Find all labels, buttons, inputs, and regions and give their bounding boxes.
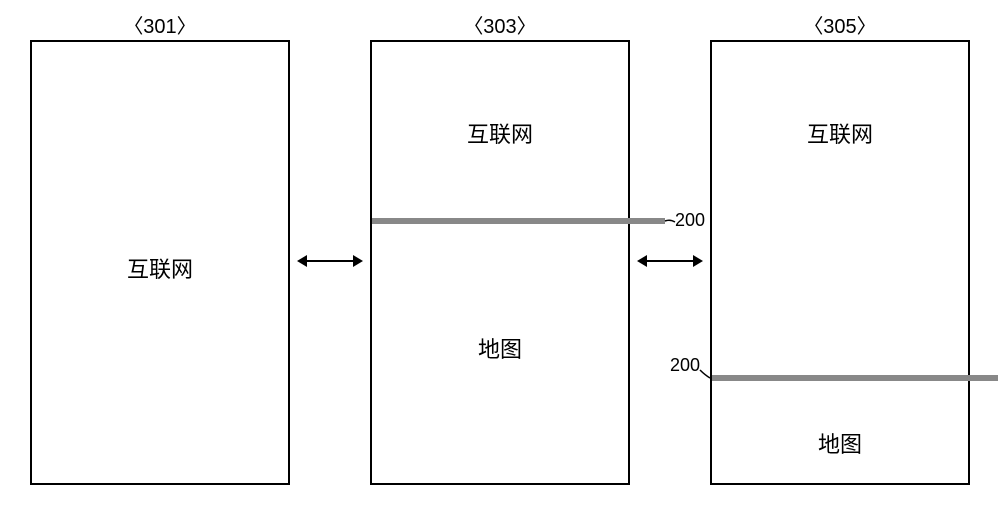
arrow-303-to-305	[645, 260, 695, 262]
panel-301: 互联网	[30, 40, 290, 485]
arrow-301-to-303	[305, 260, 355, 262]
panel-label-305: 〈305〉	[710, 10, 970, 39]
panel-label-301: 〈301〉	[30, 10, 290, 39]
diagram-container: 〈301〉 互联网 〈303〉 互联网 地图 〈305〉 互联网 地图 200 …	[0, 0, 1000, 520]
panel-301-section-internet: 互联网	[32, 252, 288, 284]
panel-label-303: 〈303〉	[370, 10, 630, 39]
panel-305-section-map: 地图	[712, 427, 968, 459]
annotation-200-b: 200	[670, 355, 700, 376]
panel-303-divider	[372, 218, 665, 224]
panel-303-section-map: 地图	[372, 332, 628, 364]
panel-305-section-internet: 互联网	[712, 117, 968, 149]
panel-303-section-internet: 互联网	[372, 117, 628, 149]
panel-305-divider	[712, 375, 998, 381]
panel-303: 互联网 地图	[370, 40, 630, 485]
panel-305: 互联网 地图	[710, 40, 970, 485]
annotation-200-a: 200	[675, 210, 705, 231]
